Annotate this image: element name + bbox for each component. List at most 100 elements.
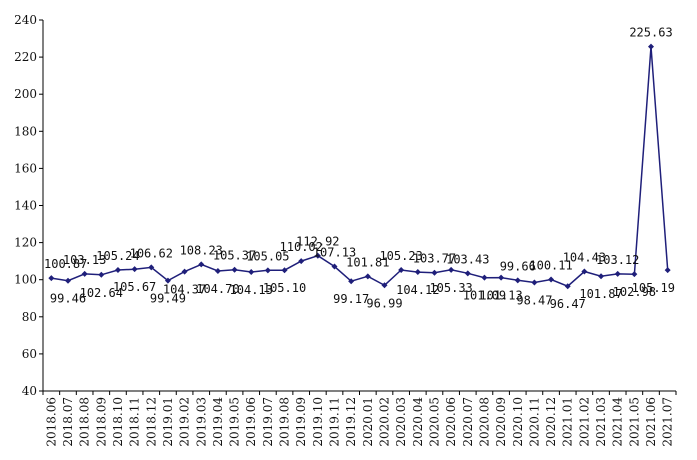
x-tick-label: 2021.03 xyxy=(594,397,608,447)
x-tick-label: 2019.08 xyxy=(278,397,292,447)
data-point xyxy=(648,43,655,50)
data-point xyxy=(448,266,455,273)
data-label: 107.13 xyxy=(313,245,356,259)
y-tick-label: 140 xyxy=(14,199,37,213)
data-label: 104.13 xyxy=(230,283,273,297)
data-label: 100.11 xyxy=(529,258,572,272)
data-point xyxy=(231,266,238,273)
x-tick-label: 2018.06 xyxy=(44,397,58,447)
x-tick-label: 2019.01 xyxy=(161,397,175,447)
x-tick-label: 2021.01 xyxy=(561,397,575,447)
data-point xyxy=(314,252,321,259)
y-tick-label: 240 xyxy=(14,13,37,27)
x-tick-label: 2019.05 xyxy=(228,397,242,447)
data-label: 105.10 xyxy=(263,281,306,295)
data-label: 103.12 xyxy=(596,253,639,267)
y-tick-label: 60 xyxy=(22,347,37,361)
data-point xyxy=(248,269,255,276)
data-label: 105.37 xyxy=(213,249,256,263)
x-tick-label: 2018.11 xyxy=(128,397,142,447)
data-label: 96.99 xyxy=(366,296,402,310)
data-label: 101.09 xyxy=(463,289,506,303)
data-point xyxy=(214,267,221,274)
x-tick-label: 2020.07 xyxy=(461,397,475,447)
y-tick-label: 220 xyxy=(14,50,37,64)
data-point xyxy=(64,277,71,284)
data-label: 101.87 xyxy=(579,287,622,301)
data-label: 108.23 xyxy=(180,243,223,257)
x-tick-label: 2019.11 xyxy=(328,397,342,447)
x-tick-label: 2019.07 xyxy=(261,397,275,447)
data-point xyxy=(464,270,471,277)
x-axis: 2018.06 2018.07 2018.08 2018.09 2018.10 2018.… xyxy=(42,390,677,447)
data-label: 104.37 xyxy=(163,283,206,297)
data-point xyxy=(114,266,121,273)
data-labels: 100.87 99.46 103.13 102.64 105.24 105.67 106.6… xyxy=(44,26,675,312)
data-point xyxy=(531,279,538,286)
data-point xyxy=(431,269,438,276)
data-label: 102.64 xyxy=(80,286,123,300)
y-tick-label: 160 xyxy=(14,161,37,175)
y-tick-label: 100 xyxy=(14,273,37,287)
x-tick-label: 2019.12 xyxy=(344,397,358,447)
data-label: 225.63 xyxy=(629,26,672,40)
x-tick-label: 2018.08 xyxy=(78,397,92,447)
data-label: 104.70 xyxy=(196,282,239,296)
y-axis: 40 60 80 100 120 140 160 180 200 220 240 xyxy=(14,13,44,398)
y-tick-label: 80 xyxy=(22,310,37,324)
data-point xyxy=(181,268,188,275)
x-tick-label: 2018.12 xyxy=(144,397,158,447)
y-tick-label: 180 xyxy=(14,124,37,138)
x-tick-label: 2018.10 xyxy=(111,397,125,447)
data-label: 96.47 xyxy=(550,297,586,311)
data-point xyxy=(131,266,138,273)
series-line xyxy=(51,46,669,288)
data-point xyxy=(381,282,388,289)
x-tick-label: 2020.09 xyxy=(494,397,508,447)
data-label: 103.43 xyxy=(446,252,489,266)
data-point xyxy=(164,277,171,284)
data-point xyxy=(148,264,155,271)
data-label: 112.92 xyxy=(296,235,339,249)
x-tick-label: 2020.04 xyxy=(411,397,425,447)
x-tick-label: 2019.03 xyxy=(194,397,208,447)
data-point xyxy=(581,268,588,275)
data-point xyxy=(664,267,671,274)
data-point xyxy=(264,267,271,274)
x-tick-label: 2021.05 xyxy=(627,397,641,447)
x-tick-label: 2019.02 xyxy=(178,397,192,447)
x-tick-label: 2021.06 xyxy=(644,397,658,447)
x-tick-label: 2020.08 xyxy=(477,397,491,447)
data-label: 105.33 xyxy=(429,281,472,295)
x-tick-label: 2019.04 xyxy=(211,397,225,447)
data-label: 105.24 xyxy=(96,249,139,263)
data-label: 99.49 xyxy=(150,292,186,306)
data-point xyxy=(498,274,505,281)
x-tick-label: 2020.06 xyxy=(444,397,458,447)
data-label: 102.98 xyxy=(613,285,656,299)
data-point xyxy=(298,258,305,265)
data-label: 110.02 xyxy=(280,240,323,254)
data-label: 101.13 xyxy=(479,289,522,303)
y-tick-label: 40 xyxy=(22,384,37,398)
data-point xyxy=(414,269,421,276)
data-point xyxy=(398,266,405,273)
data-label: 103.77 xyxy=(413,252,456,266)
data-point xyxy=(564,283,571,290)
data-label: 103.13 xyxy=(63,253,106,267)
series-line-group xyxy=(48,43,671,290)
data-point xyxy=(364,273,371,280)
y-tick-label: 120 xyxy=(14,236,37,250)
data-label: 106.62 xyxy=(130,246,173,260)
x-tick-label: 2021.07 xyxy=(661,397,675,447)
data-point xyxy=(614,270,621,277)
data-label: 99.46 xyxy=(50,292,86,306)
data-label: 98.47 xyxy=(516,294,552,308)
data-point xyxy=(514,277,521,284)
x-tick-label: 2020.12 xyxy=(544,397,558,447)
data-point xyxy=(98,271,105,278)
x-tick-label: 2019.09 xyxy=(294,397,308,447)
data-point xyxy=(198,261,205,268)
data-label: 105.67 xyxy=(113,280,156,294)
